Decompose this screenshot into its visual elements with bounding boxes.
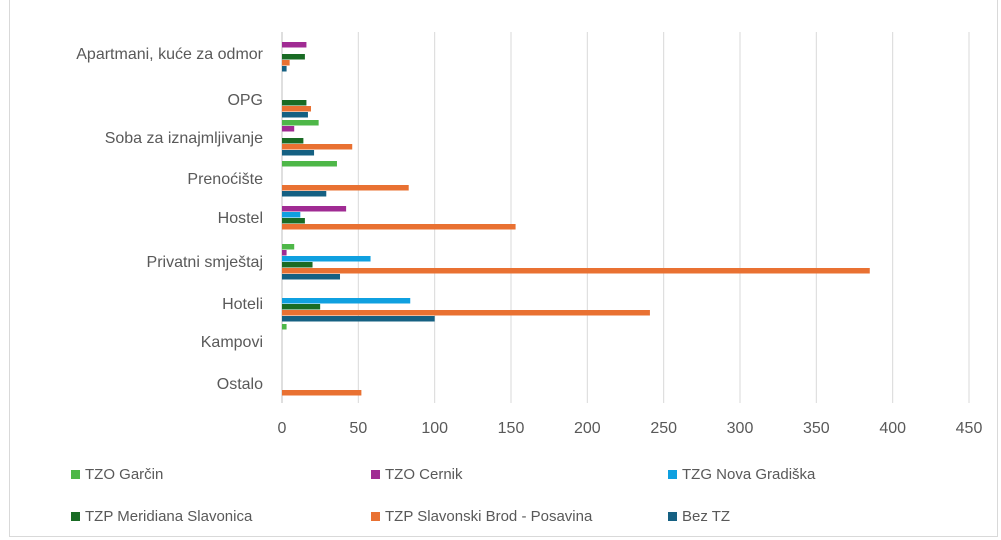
bar — [282, 144, 353, 150]
bar — [282, 138, 304, 144]
bar — [282, 66, 287, 72]
bar — [282, 324, 287, 330]
legend-label: TZG Nova Gradiška — [682, 466, 816, 483]
legend-swatch — [668, 512, 677, 521]
bar — [282, 316, 435, 322]
x-tick-label: 300 — [727, 420, 754, 437]
bar — [282, 310, 650, 316]
bar — [282, 218, 305, 224]
bars — [282, 42, 870, 396]
bar — [282, 390, 362, 396]
legend-label: TZP Slavonski Brod - Posavina — [385, 508, 593, 525]
bar — [282, 54, 305, 60]
category-label: Soba za iznajmljivanje — [105, 130, 263, 147]
legend-label: TZO Garčin — [85, 466, 163, 483]
category-label: OPG — [227, 92, 263, 109]
x-tick-label: 250 — [650, 420, 677, 437]
bar — [282, 224, 516, 230]
category-label: Hoteli — [222, 296, 263, 313]
category-label: Hostel — [218, 210, 263, 227]
category-labels: Apartmani, kuće za odmor OPG Soba za iznaj… — [76, 46, 263, 393]
x-tick-label: 100 — [421, 420, 448, 437]
x-tick-label: 200 — [574, 420, 601, 437]
bar — [282, 304, 321, 310]
legend-swatch — [668, 470, 677, 479]
x-tick-label: 50 — [349, 420, 367, 437]
bar — [282, 42, 307, 48]
x-tick-label: 400 — [879, 420, 906, 437]
x-axis-tick-labels: 0 50 100 150 200 250 300 350 400 450 — [278, 420, 983, 437]
category-label: Ostalo — [217, 376, 263, 393]
x-tick-label: 0 — [278, 420, 287, 437]
bar — [282, 298, 411, 304]
category-label: Apartmani, kuće za odmor — [76, 46, 263, 63]
x-tick-label: 350 — [803, 420, 830, 437]
legend-swatch — [71, 512, 80, 521]
bar — [282, 191, 327, 197]
bar — [282, 60, 290, 66]
bar — [282, 212, 301, 218]
category-label: Kampovi — [201, 334, 263, 351]
bar — [282, 100, 307, 106]
legend-label: Bez TZ — [682, 508, 730, 525]
bar — [282, 256, 371, 262]
bar — [282, 244, 295, 250]
category-label: Privatni smještaj — [147, 254, 263, 271]
legend-label: TZO Cernik — [385, 466, 463, 483]
bar — [282, 112, 308, 118]
legend-swatch — [71, 470, 80, 479]
legend-swatch — [371, 512, 380, 521]
bar — [282, 206, 347, 212]
legend-swatch — [371, 470, 380, 479]
bar — [282, 274, 341, 280]
category-label: Prenoćište — [187, 171, 263, 188]
bar — [282, 150, 315, 156]
bar — [282, 250, 287, 256]
legend-label: TZP Meridiana Slavonica — [85, 508, 253, 525]
bar — [282, 185, 409, 191]
bar — [282, 126, 295, 132]
x-tick-label: 150 — [498, 420, 525, 437]
bar — [282, 268, 870, 274]
bar — [282, 262, 313, 268]
bar — [282, 161, 337, 167]
x-tick-label: 450 — [956, 420, 983, 437]
bar — [282, 120, 319, 126]
legend: TZO Garčin TZO Cernik TZG Nova Gradiška TZP… — [71, 466, 816, 525]
gridlines — [281, 32, 970, 403]
bar — [282, 106, 312, 112]
